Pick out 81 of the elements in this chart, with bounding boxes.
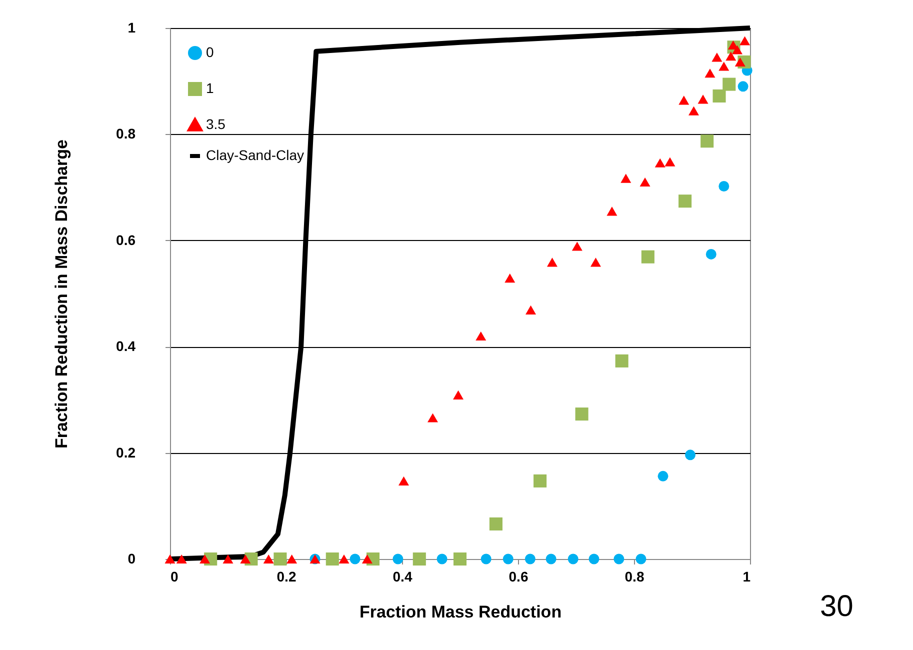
point	[526, 305, 536, 314]
point	[664, 157, 676, 166]
y-tick-label: 0.8	[116, 126, 136, 142]
y-axis-title: Fraction Reduction in Mass Discharge	[52, 140, 72, 448]
point	[326, 552, 339, 566]
x-tick-label: 0.4	[392, 568, 412, 584]
x-tick-label: 0.6	[508, 568, 528, 584]
point	[200, 554, 210, 564]
point	[502, 554, 514, 564]
point	[274, 552, 287, 566]
point	[176, 554, 187, 564]
point	[240, 554, 251, 564]
point	[678, 96, 690, 105]
point	[734, 57, 746, 67]
legend-label: 1	[206, 80, 214, 96]
point	[654, 158, 666, 168]
point	[546, 554, 556, 564]
point	[726, 52, 736, 61]
point	[427, 413, 438, 422]
point	[480, 554, 492, 564]
x-tick-label: 0.2	[276, 568, 296, 584]
point	[698, 94, 708, 104]
point	[398, 476, 409, 486]
point	[706, 248, 716, 260]
point	[546, 258, 558, 267]
point	[658, 470, 668, 482]
point	[590, 258, 601, 267]
point	[641, 250, 654, 264]
point	[350, 554, 360, 564]
point	[572, 242, 582, 251]
point	[685, 450, 696, 460]
point	[392, 554, 404, 564]
y-tick-label: 0.6	[116, 232, 136, 248]
point	[489, 517, 502, 530]
y-tick-label: 1	[128, 20, 136, 36]
point	[476, 331, 486, 341]
point	[453, 390, 464, 400]
point	[740, 36, 750, 46]
point	[588, 554, 600, 564]
point	[164, 554, 176, 564]
point	[412, 552, 426, 566]
y-tick-label: 0	[128, 550, 136, 566]
x-tick-label: 0.8	[624, 568, 644, 584]
point	[620, 174, 632, 183]
point	[718, 62, 730, 71]
legend-label: 3.5	[206, 116, 226, 132]
point	[640, 177, 650, 187]
point	[263, 554, 274, 564]
point	[453, 552, 467, 566]
point	[504, 274, 516, 283]
x-tick-label: 1	[742, 568, 751, 584]
point	[722, 78, 736, 91]
point	[615, 354, 628, 368]
point	[534, 474, 547, 488]
point	[688, 106, 699, 116]
point	[738, 81, 748, 92]
text: 30	[820, 590, 854, 624]
legend-label: 0	[206, 44, 214, 60]
y-tick-label: 0.2	[116, 444, 136, 460]
point	[362, 554, 372, 564]
point	[575, 408, 588, 421]
point	[222, 554, 234, 564]
legend-label: Clay-Sand-Clay	[206, 147, 304, 163]
point	[606, 206, 618, 216]
point	[704, 68, 716, 78]
point	[700, 134, 714, 148]
point	[614, 554, 624, 564]
point	[732, 45, 742, 54]
point	[712, 52, 722, 62]
point	[712, 89, 726, 102]
point	[524, 554, 536, 564]
point	[286, 554, 298, 564]
y-tick-label: 0.4	[116, 338, 136, 354]
point	[436, 554, 448, 564]
x-tick-label: 0	[170, 568, 178, 584]
point	[718, 181, 730, 192]
point	[678, 194, 692, 208]
point	[636, 554, 646, 564]
point	[568, 554, 578, 564]
point	[338, 554, 350, 564]
x-axis-title: Fraction Mass Reduction	[359, 602, 562, 622]
